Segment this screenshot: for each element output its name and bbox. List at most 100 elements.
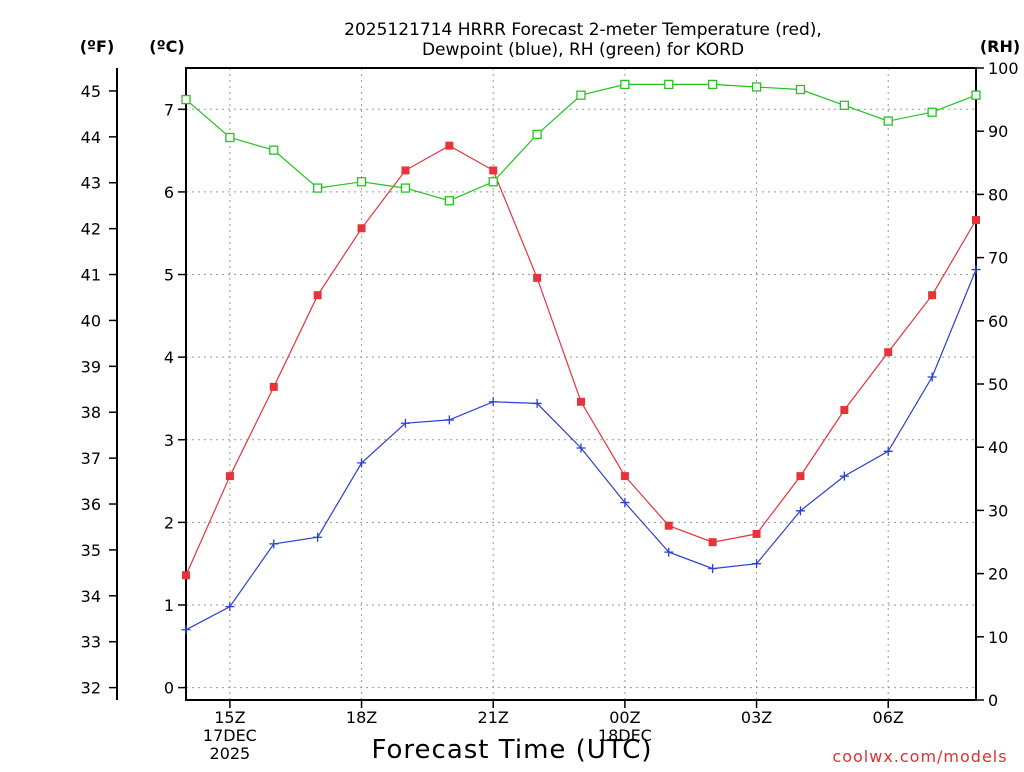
rh-tick-label: 30 bbox=[988, 501, 1008, 520]
dewpoint-series bbox=[181, 265, 981, 635]
rh-tick-label: 0 bbox=[988, 691, 998, 710]
rh-point bbox=[225, 132, 235, 143]
fahrenheit-tick-label: 39 bbox=[81, 357, 101, 376]
fahrenheit-tick-label: 42 bbox=[81, 220, 101, 239]
dewpoint-point bbox=[313, 532, 323, 542]
rh-line bbox=[185, 83, 977, 202]
dewpoint-point bbox=[795, 506, 805, 516]
2-meter-temperature-point bbox=[928, 291, 937, 300]
chart-title: 2025121714 HRRR Forecast 2-meter Tempera… bbox=[344, 20, 822, 60]
2-meter-temperature-point bbox=[225, 472, 234, 481]
dewpoint-point bbox=[532, 398, 542, 408]
dewpoint-point bbox=[708, 564, 718, 574]
rh-point bbox=[751, 82, 762, 92]
time-tick-label: 15Z bbox=[214, 708, 245, 727]
dewpoint-point bbox=[488, 397, 498, 407]
2-meter-temperature-point bbox=[972, 216, 980, 225]
rh-point bbox=[313, 183, 323, 193]
site-credit: coolwx.com/models bbox=[832, 747, 1007, 766]
2-meter-temperature-point bbox=[664, 521, 673, 530]
plot-area-frame bbox=[185, 67, 977, 701]
rh-point bbox=[839, 100, 849, 110]
time-tick-label: 18Z bbox=[346, 708, 377, 727]
rh-point bbox=[927, 107, 937, 117]
rh-point bbox=[444, 196, 454, 206]
2-meter-temperature-point bbox=[620, 472, 629, 481]
rh-tick-label: 40 bbox=[988, 438, 1008, 457]
rh-tick-label: 70 bbox=[988, 249, 1008, 268]
dewpoint-point bbox=[181, 625, 191, 635]
celsius-tick-label: 0 bbox=[164, 679, 174, 698]
celsius-tick-label: 1 bbox=[164, 596, 174, 615]
rh-series bbox=[181, 79, 981, 206]
dewpoint-point bbox=[400, 418, 410, 428]
rh-tick-label: 60 bbox=[988, 312, 1008, 331]
dewpoint-point bbox=[444, 415, 454, 425]
rh-tick-label: 90 bbox=[988, 122, 1008, 141]
dewpoint-point bbox=[357, 458, 367, 468]
fahrenheit-tick-label: 32 bbox=[81, 679, 101, 698]
fahrenheit-tick-label: 43 bbox=[81, 174, 101, 193]
celsius-unit-label: (ºC) bbox=[149, 37, 184, 56]
dewpoint-point bbox=[620, 498, 630, 508]
dewpoint-point bbox=[576, 443, 586, 453]
2-meter-temperature-point bbox=[577, 397, 585, 406]
time-tick-label: 2025 bbox=[210, 744, 251, 763]
fahrenheit-tick-label: 36 bbox=[81, 495, 101, 514]
2-meter-temperature-point bbox=[884, 348, 893, 357]
2-meter-temperature-point bbox=[489, 166, 498, 175]
rh-tick-label: 50 bbox=[988, 375, 1008, 394]
rh-point bbox=[576, 90, 586, 100]
rh-tick-label: 80 bbox=[988, 185, 1008, 204]
rh-unit-label: (RH) bbox=[980, 37, 1020, 56]
fahrenheit-tick-label: 40 bbox=[81, 311, 101, 330]
2-meter-temperature-point bbox=[313, 291, 322, 300]
data-series bbox=[181, 79, 981, 635]
2-meter-temperature-point bbox=[533, 273, 542, 282]
grid-lines bbox=[186, 68, 976, 700]
2-meter-temperature-line bbox=[185, 145, 977, 576]
rh-point bbox=[620, 79, 630, 90]
2-meter-temperature-point bbox=[401, 166, 410, 175]
dewpoint-point bbox=[839, 471, 849, 481]
2-meter-temperature-point bbox=[796, 472, 805, 481]
dewpoint-point bbox=[225, 602, 235, 612]
2-meter-temperature-point bbox=[182, 571, 190, 580]
fahrenheit-tick-label: 45 bbox=[81, 82, 101, 101]
rh-point bbox=[400, 183, 411, 193]
time-tick-label: 03Z bbox=[741, 708, 772, 727]
dewpoint-point bbox=[883, 446, 893, 456]
rh-point bbox=[883, 116, 893, 126]
dewpoint-point bbox=[971, 265, 981, 275]
dewpoint-point bbox=[269, 539, 279, 549]
fahrenheit-tick-label: 34 bbox=[81, 587, 101, 606]
rh-tick-label: 10 bbox=[988, 628, 1008, 647]
fahrenheit-tick-label: 41 bbox=[81, 266, 101, 285]
time-tick-label: 06Z bbox=[873, 708, 904, 727]
rh-point bbox=[488, 177, 498, 187]
rh-point bbox=[708, 79, 718, 90]
fahrenheit-tick-label: 44 bbox=[81, 128, 101, 147]
rh-point bbox=[971, 90, 981, 100]
time-tick-label: 21Z bbox=[478, 708, 509, 727]
fahrenheit-axis: 32 33 34 35 36 37 38 39 40 41 42 43 44 45 bbox=[81, 82, 117, 698]
rh-point bbox=[664, 79, 674, 90]
x-axis-title: Forecast Time (UTC) bbox=[371, 735, 652, 765]
celsius-tick-label: 4 bbox=[164, 348, 174, 367]
2-meter-temperature-point bbox=[840, 406, 849, 415]
rh-point bbox=[181, 94, 191, 105]
dewpoint-point bbox=[927, 372, 937, 382]
rh-tick-label: 20 bbox=[988, 565, 1008, 584]
2-meter-temperature-point bbox=[445, 141, 454, 150]
2-meter-temperature-point bbox=[269, 382, 278, 391]
chart-title-line-2: Dewpoint (blue), RH (green) for KORD bbox=[422, 40, 744, 60]
fahrenheit-tick-label: 37 bbox=[81, 449, 101, 468]
celsius-tick-label: 2 bbox=[164, 513, 174, 532]
celsius-tick-label: 5 bbox=[164, 266, 174, 285]
fahrenheit-tick-label: 35 bbox=[81, 541, 101, 560]
rh-tick-label: 100 bbox=[988, 59, 1019, 78]
fahrenheit-tick-label: 33 bbox=[81, 633, 101, 652]
2-meter-temperature-point bbox=[357, 224, 366, 233]
rh-point bbox=[532, 129, 542, 140]
